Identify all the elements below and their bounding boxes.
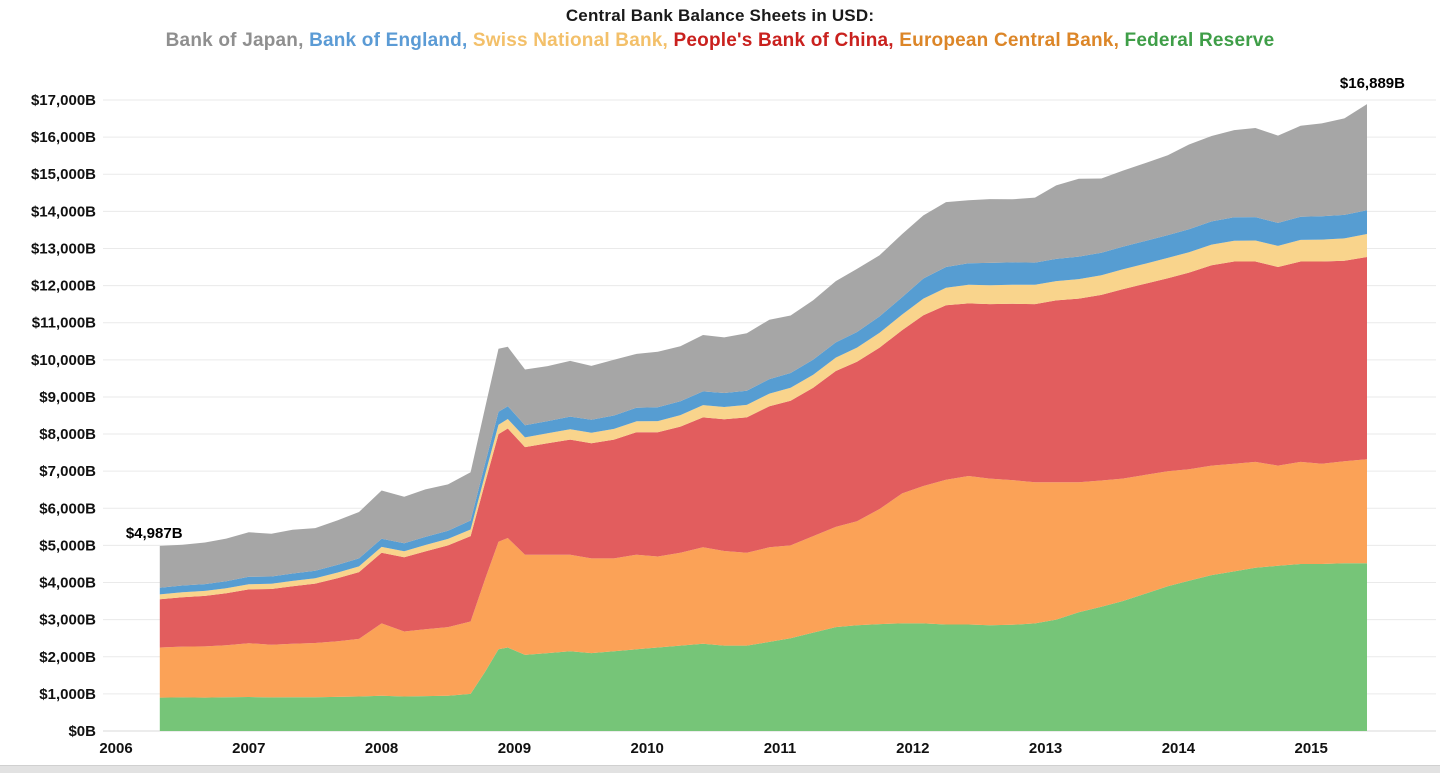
legend-item-bank-of-england: Bank of England, <box>309 30 473 51</box>
x-tick-label: 2006 <box>99 740 132 757</box>
x-tick-label: 2009 <box>498 740 531 757</box>
x-tick-label: 2007 <box>232 740 265 757</box>
legend-item-swiss-national-bank: Swiss National Bank, <box>472 30 674 51</box>
y-tick-label: $4,000B <box>39 575 96 592</box>
y-tick-label: $11,000B <box>32 315 96 332</box>
x-tick-label: 2008 <box>365 740 398 757</box>
legend-item-bank-of-japan: Bank of Japan, <box>165 30 310 51</box>
legend-item-federal-reserve: Federal Reserve <box>1124 30 1275 51</box>
x-tick-label: 2013 <box>1029 740 1062 757</box>
y-tick-label: $9,000B <box>39 389 96 406</box>
y-tick-label: $2,000B <box>39 649 96 666</box>
y-tick-label: $1,000B <box>39 686 96 703</box>
y-tick-label: $16,000B <box>31 129 96 146</box>
y-tick-label: $15,000B <box>31 166 96 183</box>
y-tick-label: $12,000B <box>31 278 96 295</box>
annotation-end-value: $16,889B <box>1340 75 1405 92</box>
y-tick-label: $8,000B <box>39 426 96 443</box>
area-european-central-bank <box>159 459 1367 698</box>
chart-header: Central Bank Balance Sheets in USD: Bank… <box>0 0 1440 58</box>
x-tick-label: 2012 <box>896 740 929 757</box>
y-tick-label: $7,000B <box>39 463 96 480</box>
chart-legend: Bank of Japan, Bank of England, Swiss Na… <box>0 30 1440 52</box>
stacked-area-chart: $0B $1,000B $2,000B $3,000B $4,000B $5,000B $6… <box>31 75 1436 757</box>
area-people-s-bank-of-china <box>159 257 1367 648</box>
annotation-start-value: $4,987B <box>126 525 183 542</box>
legend-item-people-s-bank-of-china: People's Bank of China, <box>673 30 900 51</box>
bottom-strip <box>0 765 1440 773</box>
legend-item-european-central-bank: European Central Bank, <box>899 30 1125 51</box>
y-tick-label: $14,000B <box>31 203 96 220</box>
area-bank-of-japan <box>159 104 1367 588</box>
y-tick-label: $5,000B <box>39 537 96 554</box>
x-tick-label: 2015 <box>1295 740 1328 757</box>
y-tick-label: $6,000B <box>39 500 96 517</box>
y-tick-label: $3,000B <box>39 612 96 629</box>
x-tick-label: 2010 <box>631 740 664 757</box>
chart-title: Central Bank Balance Sheets in USD: <box>565 6 875 25</box>
area-federal-reserve <box>159 563 1367 731</box>
y-tick-label: $13,000B <box>31 240 96 257</box>
x-tick-label: 2011 <box>764 740 797 757</box>
y-tick-label: $17,000B <box>31 92 96 109</box>
y-tick-label: $0B <box>68 723 96 740</box>
x-tick-label: 2014 <box>1162 740 1196 757</box>
y-tick-label: $10,000B <box>31 352 96 369</box>
